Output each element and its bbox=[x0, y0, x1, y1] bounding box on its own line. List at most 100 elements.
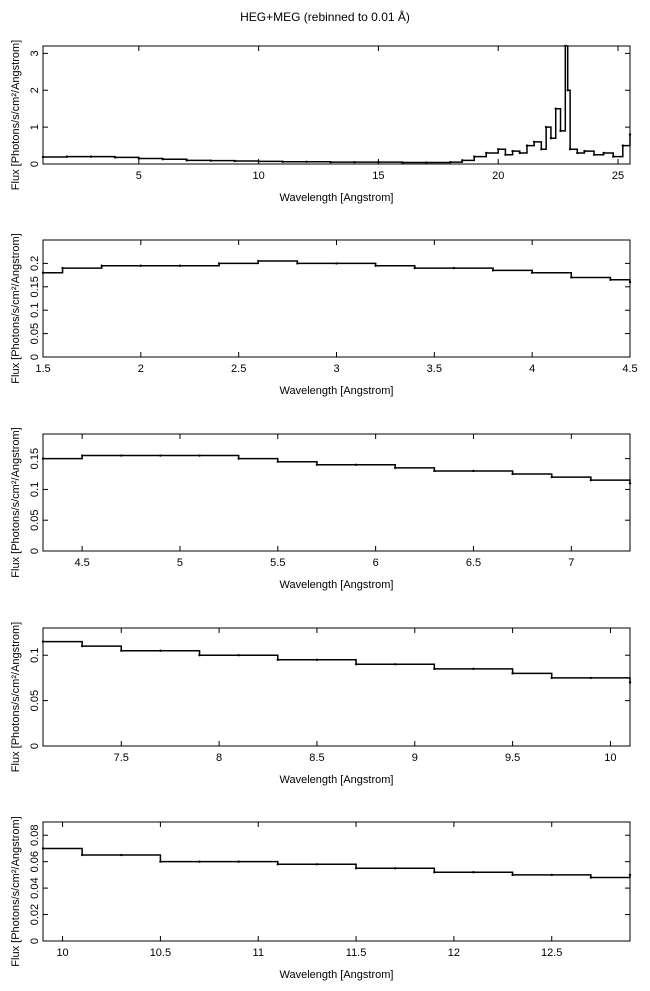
x-axis-label: Wavelength [Angstrom] bbox=[280, 579, 394, 591]
data-point bbox=[568, 148, 572, 151]
x-tick-label: 10 bbox=[253, 170, 265, 182]
spectrum-line bbox=[43, 640, 631, 683]
y-tick-label: 0 bbox=[29, 743, 41, 749]
data-point bbox=[209, 159, 212, 162]
data-point bbox=[198, 860, 201, 863]
y-tick-label: 0.08 bbox=[29, 825, 41, 846]
data-point bbox=[185, 159, 188, 162]
data-point bbox=[433, 469, 436, 473]
x-tick-label: 9.5 bbox=[505, 752, 520, 764]
x-tick-label: 15 bbox=[372, 170, 384, 182]
y-tick-label: 0.06 bbox=[29, 851, 41, 872]
data-point bbox=[628, 482, 632, 485]
x-tick-label: 11.5 bbox=[346, 947, 367, 959]
data-point bbox=[511, 873, 514, 877]
x-tick-label: 25 bbox=[612, 170, 624, 182]
y-tick-label: 0.05 bbox=[29, 509, 41, 530]
y-tick-label: 0.15 bbox=[29, 276, 41, 297]
data-point bbox=[550, 676, 553, 680]
data-point bbox=[589, 676, 593, 680]
data-point bbox=[485, 151, 488, 155]
y-tick-label: 0 bbox=[29, 354, 41, 360]
data-point bbox=[80, 853, 84, 857]
data-point bbox=[394, 466, 397, 470]
x-tick-label: 5 bbox=[177, 557, 183, 569]
data-point bbox=[120, 454, 123, 457]
data-point bbox=[113, 156, 117, 159]
data-point bbox=[449, 160, 452, 164]
data-point bbox=[433, 871, 436, 874]
data-point bbox=[159, 649, 162, 652]
data-point bbox=[544, 125, 548, 129]
data-point bbox=[550, 873, 553, 877]
y-axis-label: Flux [Photons/s/cm²/Angstrom] bbox=[10, 40, 22, 190]
data-point bbox=[554, 107, 557, 110]
data-point bbox=[217, 262, 221, 265]
data-point bbox=[120, 853, 123, 857]
x-axis-label: Wavelength [Angstrom] bbox=[280, 192, 394, 204]
data-point bbox=[452, 266, 456, 270]
data-point bbox=[549, 136, 553, 140]
x-tick-label: 3 bbox=[333, 363, 339, 375]
data-point bbox=[589, 876, 593, 879]
data-point bbox=[89, 155, 93, 158]
data-point bbox=[374, 264, 377, 267]
data-point bbox=[609, 278, 612, 281]
y-tick-label: 2 bbox=[29, 87, 41, 93]
data-point bbox=[612, 155, 615, 158]
data-point bbox=[41, 271, 45, 274]
data-point bbox=[233, 159, 236, 163]
data-point bbox=[100, 264, 103, 267]
data-point bbox=[353, 160, 356, 164]
data-point bbox=[518, 151, 521, 155]
data-point bbox=[41, 155, 45, 159]
data-point bbox=[80, 454, 84, 457]
y-axis-label: Flux [Photons/s/cm²/Angstrom] bbox=[10, 622, 22, 772]
y-tick-label: 3 bbox=[29, 50, 41, 56]
x-tick-label: 5.5 bbox=[270, 557, 285, 569]
data-point bbox=[161, 158, 164, 161]
data-point bbox=[497, 148, 500, 151]
data-point bbox=[329, 160, 332, 164]
y-tick-label: 0.04 bbox=[29, 877, 41, 898]
y-tick-label: 1 bbox=[29, 124, 41, 130]
y-tick-label: 0.02 bbox=[29, 904, 41, 925]
x-tick-label: 10.5 bbox=[150, 947, 171, 959]
data-point bbox=[305, 160, 308, 163]
data-point bbox=[425, 161, 428, 164]
x-tick-label: 8 bbox=[216, 752, 222, 764]
data-point bbox=[621, 144, 625, 147]
y-tick-label: 0 bbox=[29, 548, 41, 554]
spectrum-line bbox=[43, 260, 631, 283]
data-point bbox=[237, 860, 240, 863]
x-tick-label: 12 bbox=[448, 947, 460, 959]
x-tick-label: 10 bbox=[56, 947, 68, 959]
data-point bbox=[137, 157, 141, 160]
data-point bbox=[335, 262, 338, 265]
data-point bbox=[532, 140, 536, 144]
data-point bbox=[511, 472, 514, 476]
data-point bbox=[433, 667, 436, 671]
x-tick-label: 10 bbox=[604, 752, 616, 764]
x-tick-label: 12.5 bbox=[541, 947, 562, 959]
data-point bbox=[472, 667, 475, 671]
plot-frame-2 bbox=[42, 239, 631, 358]
plot-frame-5 bbox=[42, 821, 631, 942]
plot-frame-4 bbox=[42, 627, 631, 747]
y-axis-label: Flux [Photons/s/cm²/Angstrom] bbox=[10, 816, 22, 966]
y-tick-label: 0.2 bbox=[29, 256, 41, 271]
y-tick-label: 0.05 bbox=[29, 690, 41, 711]
data-point bbox=[354, 663, 358, 666]
data-point bbox=[198, 454, 201, 457]
data-point bbox=[592, 153, 596, 156]
data-point bbox=[315, 658, 319, 661]
data-point bbox=[540, 148, 543, 151]
data-point bbox=[41, 640, 45, 643]
data-point bbox=[530, 271, 534, 274]
data-point bbox=[602, 151, 605, 155]
data-point bbox=[628, 133, 632, 136]
data-point bbox=[559, 129, 562, 133]
x-tick-label: 20 bbox=[492, 170, 504, 182]
